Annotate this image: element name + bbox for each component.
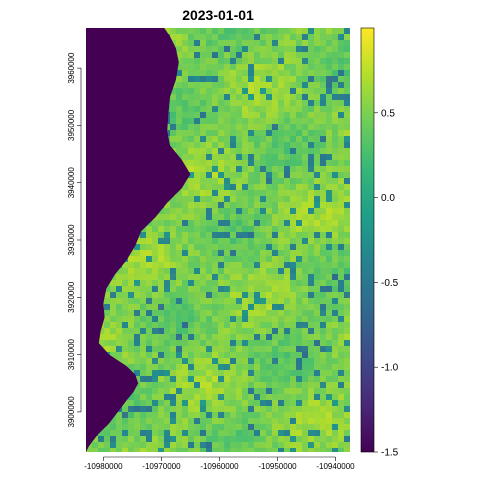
y-tick-label: 3930000 bbox=[67, 224, 76, 256]
x-tick-label: -10940000 bbox=[316, 462, 355, 471]
y-tick-label: 3960000 bbox=[67, 52, 76, 84]
colorbar-tick-label: -1.0 bbox=[381, 363, 399, 374]
x-tick-label: -10960000 bbox=[200, 462, 239, 471]
colorbar: -1.5 -1.0 -0.5 0.0 0.5 bbox=[360, 27, 399, 459]
colorbar-tick-label: -1.5 bbox=[381, 448, 399, 459]
x-tick-label: -10950000 bbox=[258, 462, 297, 471]
y-tick-label: 3900000 bbox=[67, 396, 76, 428]
y-tick-label: 3920000 bbox=[67, 281, 76, 313]
colorbar-tick-label: 0.5 bbox=[381, 108, 395, 119]
x-tick-label: -10970000 bbox=[142, 462, 181, 471]
masked-region bbox=[86, 28, 191, 452]
chart-title: 2023-01-01 bbox=[182, 7, 254, 23]
y-tick-label: 3940000 bbox=[67, 167, 76, 199]
colorbar-ticks: -1.5 -1.0 -0.5 0.0 0.5 bbox=[374, 108, 399, 459]
colorbar-tick-label: 0.0 bbox=[381, 193, 395, 204]
colorbar-frame bbox=[360, 27, 375, 453]
plot-area bbox=[86, 28, 350, 452]
x-tick-label: -10980000 bbox=[84, 462, 123, 471]
x-axis: -10980000 -10970000 -10960000 -10950000 -109… bbox=[84, 456, 355, 471]
y-tick-label: 3950000 bbox=[67, 109, 76, 141]
colorbar-tick-label: -0.5 bbox=[381, 278, 399, 289]
colorbar-gradient bbox=[361, 28, 374, 452]
y-axis: 3900000 3910000 3920000 3930000 3940000 39500… bbox=[67, 52, 82, 428]
y-tick-label: 3910000 bbox=[67, 338, 76, 370]
